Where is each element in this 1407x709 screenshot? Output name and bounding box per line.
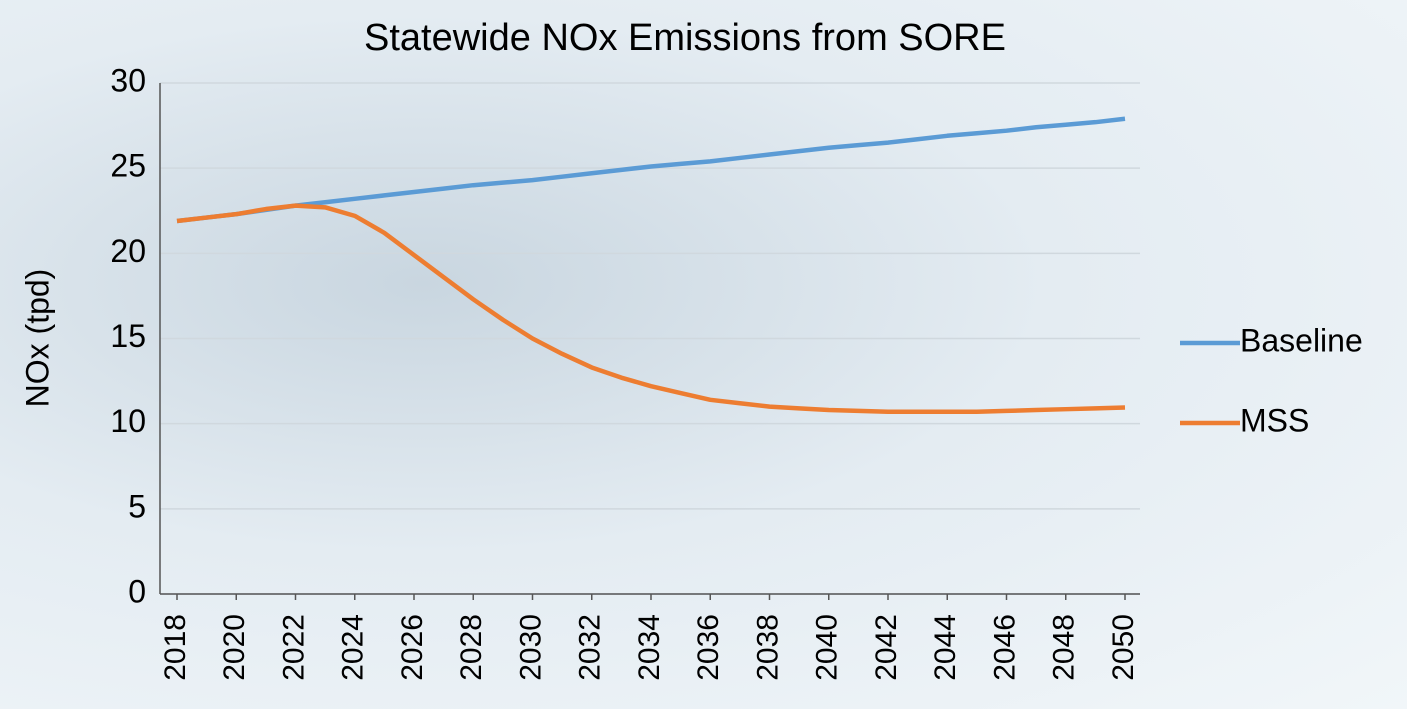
x-tick-label: 2022 <box>277 614 310 681</box>
x-tick-label: 2048 <box>1048 614 1081 681</box>
x-tick-label: 2038 <box>751 614 784 681</box>
y-axis-label: NOx (tpd) <box>19 269 55 408</box>
x-tick-label: 2026 <box>396 614 429 681</box>
y-tick-label: 15 <box>110 318 146 354</box>
series-line <box>176 116 1126 224</box>
x-tick-label: 2018 <box>159 614 192 681</box>
x-tick-label: 2024 <box>337 614 370 681</box>
legend-label: Baseline <box>1240 322 1363 358</box>
x-tick-label: 2032 <box>574 614 607 681</box>
y-tick-label: 20 <box>110 233 146 269</box>
y-tick-label: 30 <box>110 62 146 98</box>
x-tick-label: 2030 <box>514 614 547 681</box>
x-tick-label: 2036 <box>692 614 725 681</box>
x-tick-label: 2044 <box>929 614 962 681</box>
x-tick-label: 2042 <box>870 614 903 681</box>
x-tick-label: 2050 <box>1107 614 1140 681</box>
x-tick-label: 2034 <box>633 614 666 681</box>
x-tick-label: 2028 <box>455 614 488 681</box>
series-line <box>176 203 1126 414</box>
chart-title: Statewide NOx Emissions from SORE <box>364 17 1006 59</box>
x-tick-label: 2020 <box>218 614 251 681</box>
x-tick-label: 2040 <box>811 614 844 681</box>
y-tick-label: 0 <box>128 573 146 609</box>
x-tick-label: 2046 <box>988 614 1021 681</box>
y-tick-label: 5 <box>128 488 146 524</box>
y-tick-label: 25 <box>110 148 146 184</box>
legend-label: MSS <box>1240 402 1309 438</box>
y-tick-label: 10 <box>110 403 146 439</box>
